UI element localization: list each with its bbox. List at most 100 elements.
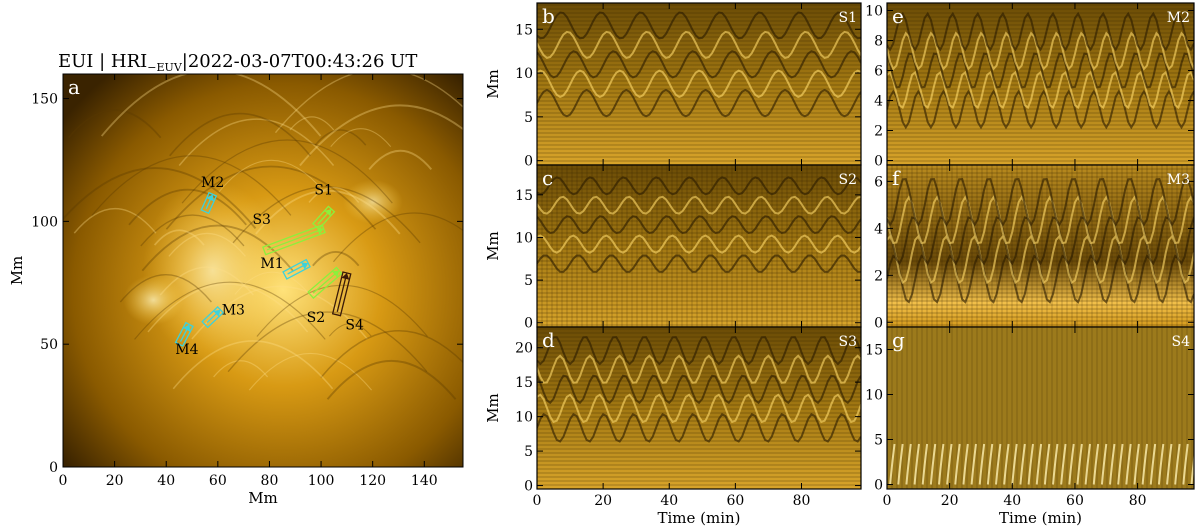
propagating-disturbance: [986, 443, 994, 485]
panel-g-frame: [886, 326, 1195, 490]
y-tick-label: 15: [865, 343, 883, 359]
slit-box-s2: [307, 266, 343, 300]
slit-arrowhead-m3: [213, 309, 221, 317]
title-sub: −EUV: [147, 61, 183, 74]
slit-m3: [201, 305, 225, 329]
y-tick-label: 0: [524, 479, 533, 495]
propagating-disturbance: [1100, 443, 1108, 485]
panel-c-vstreaks: [537, 165, 861, 327]
title-main: EUI | HRI: [58, 51, 147, 72]
propagating-disturbance: [1157, 443, 1165, 485]
coronal-loop: [256, 284, 428, 337]
panel-tag-m3: M3: [1167, 172, 1190, 188]
oscillation-track: [537, 354, 861, 384]
propagating-disturbance: [1052, 443, 1059, 485]
propagating-disturbance: [946, 443, 953, 485]
coronal-loop: [248, 353, 373, 391]
coronal-loop: [134, 281, 326, 340]
slit-label-m2: M2: [201, 175, 224, 191]
propagating-disturbance: [1166, 443, 1173, 485]
oscillation-track: [537, 254, 861, 273]
coronal-loop: [178, 118, 335, 166]
panel-f-image: [887, 165, 1194, 327]
coronal-loop: [289, 116, 335, 131]
oscillation-track: [887, 234, 1194, 285]
panel-d: 0 20 40 60 80 0 5 10 15 20 Mm Time (min) d S3: [484, 326, 862, 527]
title-tail: |2022-03-07T00:43:26 UT: [182, 51, 418, 72]
propagating-disturbance: [1117, 443, 1124, 485]
y-tick-label: 0: [49, 460, 58, 476]
x-tick-label: 40: [157, 473, 175, 489]
propagating-disturbance: [1125, 443, 1132, 485]
oscillation-track: [537, 50, 861, 79]
x-tick-label: 80: [793, 493, 811, 509]
propagating-disturbance: [962, 443, 969, 485]
panel-c-image: [537, 165, 861, 327]
y-tick-label: 0: [874, 154, 883, 170]
slit-label-m4: M4: [175, 342, 198, 358]
propagating-disturbance: [954, 443, 961, 485]
propagating-disturbance: [1003, 443, 1010, 485]
propagating-disturbance: [1035, 443, 1043, 485]
panel-tag-s2: S2: [839, 172, 858, 188]
coronal-loop: [153, 229, 205, 246]
oscillation-track: [537, 393, 861, 424]
propagating-disturbance: [1092, 443, 1100, 485]
slit-box-s1: [312, 205, 336, 230]
propagating-disturbance: [1043, 443, 1051, 485]
panel-e: 0 2 4 6 8 10 e M2: [865, 2, 1195, 170]
y-tick-label: 10: [865, 4, 883, 20]
panel-label-g: g: [892, 328, 905, 352]
y-tick-label: 0: [524, 316, 533, 332]
y-tick-label: 20: [515, 341, 533, 357]
coronal-loop: [320, 330, 463, 379]
coronal-loop: [168, 232, 246, 257]
slit-box-s4: [331, 271, 352, 317]
coronal-loop: [326, 359, 457, 400]
slit-arrowhead-s1: [324, 209, 332, 217]
slit-arrowhead-s4: [341, 272, 350, 280]
x-tick-label: 20: [106, 473, 124, 489]
coronal-loop: [91, 155, 292, 216]
propagating-disturbance: [978, 443, 986, 485]
propagating-disturbance: [970, 443, 977, 485]
panel-a-frame: [62, 73, 464, 468]
panel-label-a: a: [68, 75, 80, 99]
panel-a-axes: 0 20 40 60 80 100 120 140 0 50 100 150 Mm Mm: [8, 74, 463, 507]
y-axis-label: Mm: [8, 256, 26, 286]
panel-e-streaks: [887, 3, 1194, 165]
x-tick-label: 120: [359, 473, 386, 489]
y-tick-label: 10: [515, 66, 533, 82]
coronal-loop: [172, 340, 334, 390]
panel-tag-s3: S3: [839, 334, 858, 350]
y-tick-label: 4: [874, 221, 883, 237]
coronal-loop: [165, 165, 377, 230]
propagating-disturbance: [1068, 443, 1075, 485]
x-tick-label: 80: [1129, 493, 1147, 509]
slit-s1: [312, 205, 336, 230]
y-tick-label: 0: [874, 315, 883, 331]
coronal-loop: [255, 189, 401, 235]
oscillation-track: [537, 176, 861, 196]
slit-s3: [262, 224, 326, 256]
y-tick-label: 15: [515, 188, 533, 204]
y-tick-label: 5: [524, 110, 533, 126]
x-tick-label: 60: [1066, 493, 1084, 509]
coronal-loop: [234, 271, 310, 295]
propagating-disturbance: [1019, 443, 1026, 485]
propagating-disturbance: [929, 443, 937, 485]
coronal-loop: [128, 188, 247, 226]
x-tick-label: 60: [209, 473, 227, 489]
oscillation-track: [887, 178, 1194, 227]
y-axis-label: Mm: [484, 69, 502, 99]
slit-arrow-s3: [266, 228, 322, 251]
coronal-loop: [159, 266, 254, 296]
propagating-disturbance: [1174, 443, 1181, 485]
oscillation-track: [887, 89, 1194, 130]
propagating-disturbance: [1060, 443, 1067, 485]
y-tick-label: 5: [524, 444, 533, 460]
y-tick-label: 2: [874, 124, 883, 140]
propagating-disturbance: [1182, 443, 1189, 485]
